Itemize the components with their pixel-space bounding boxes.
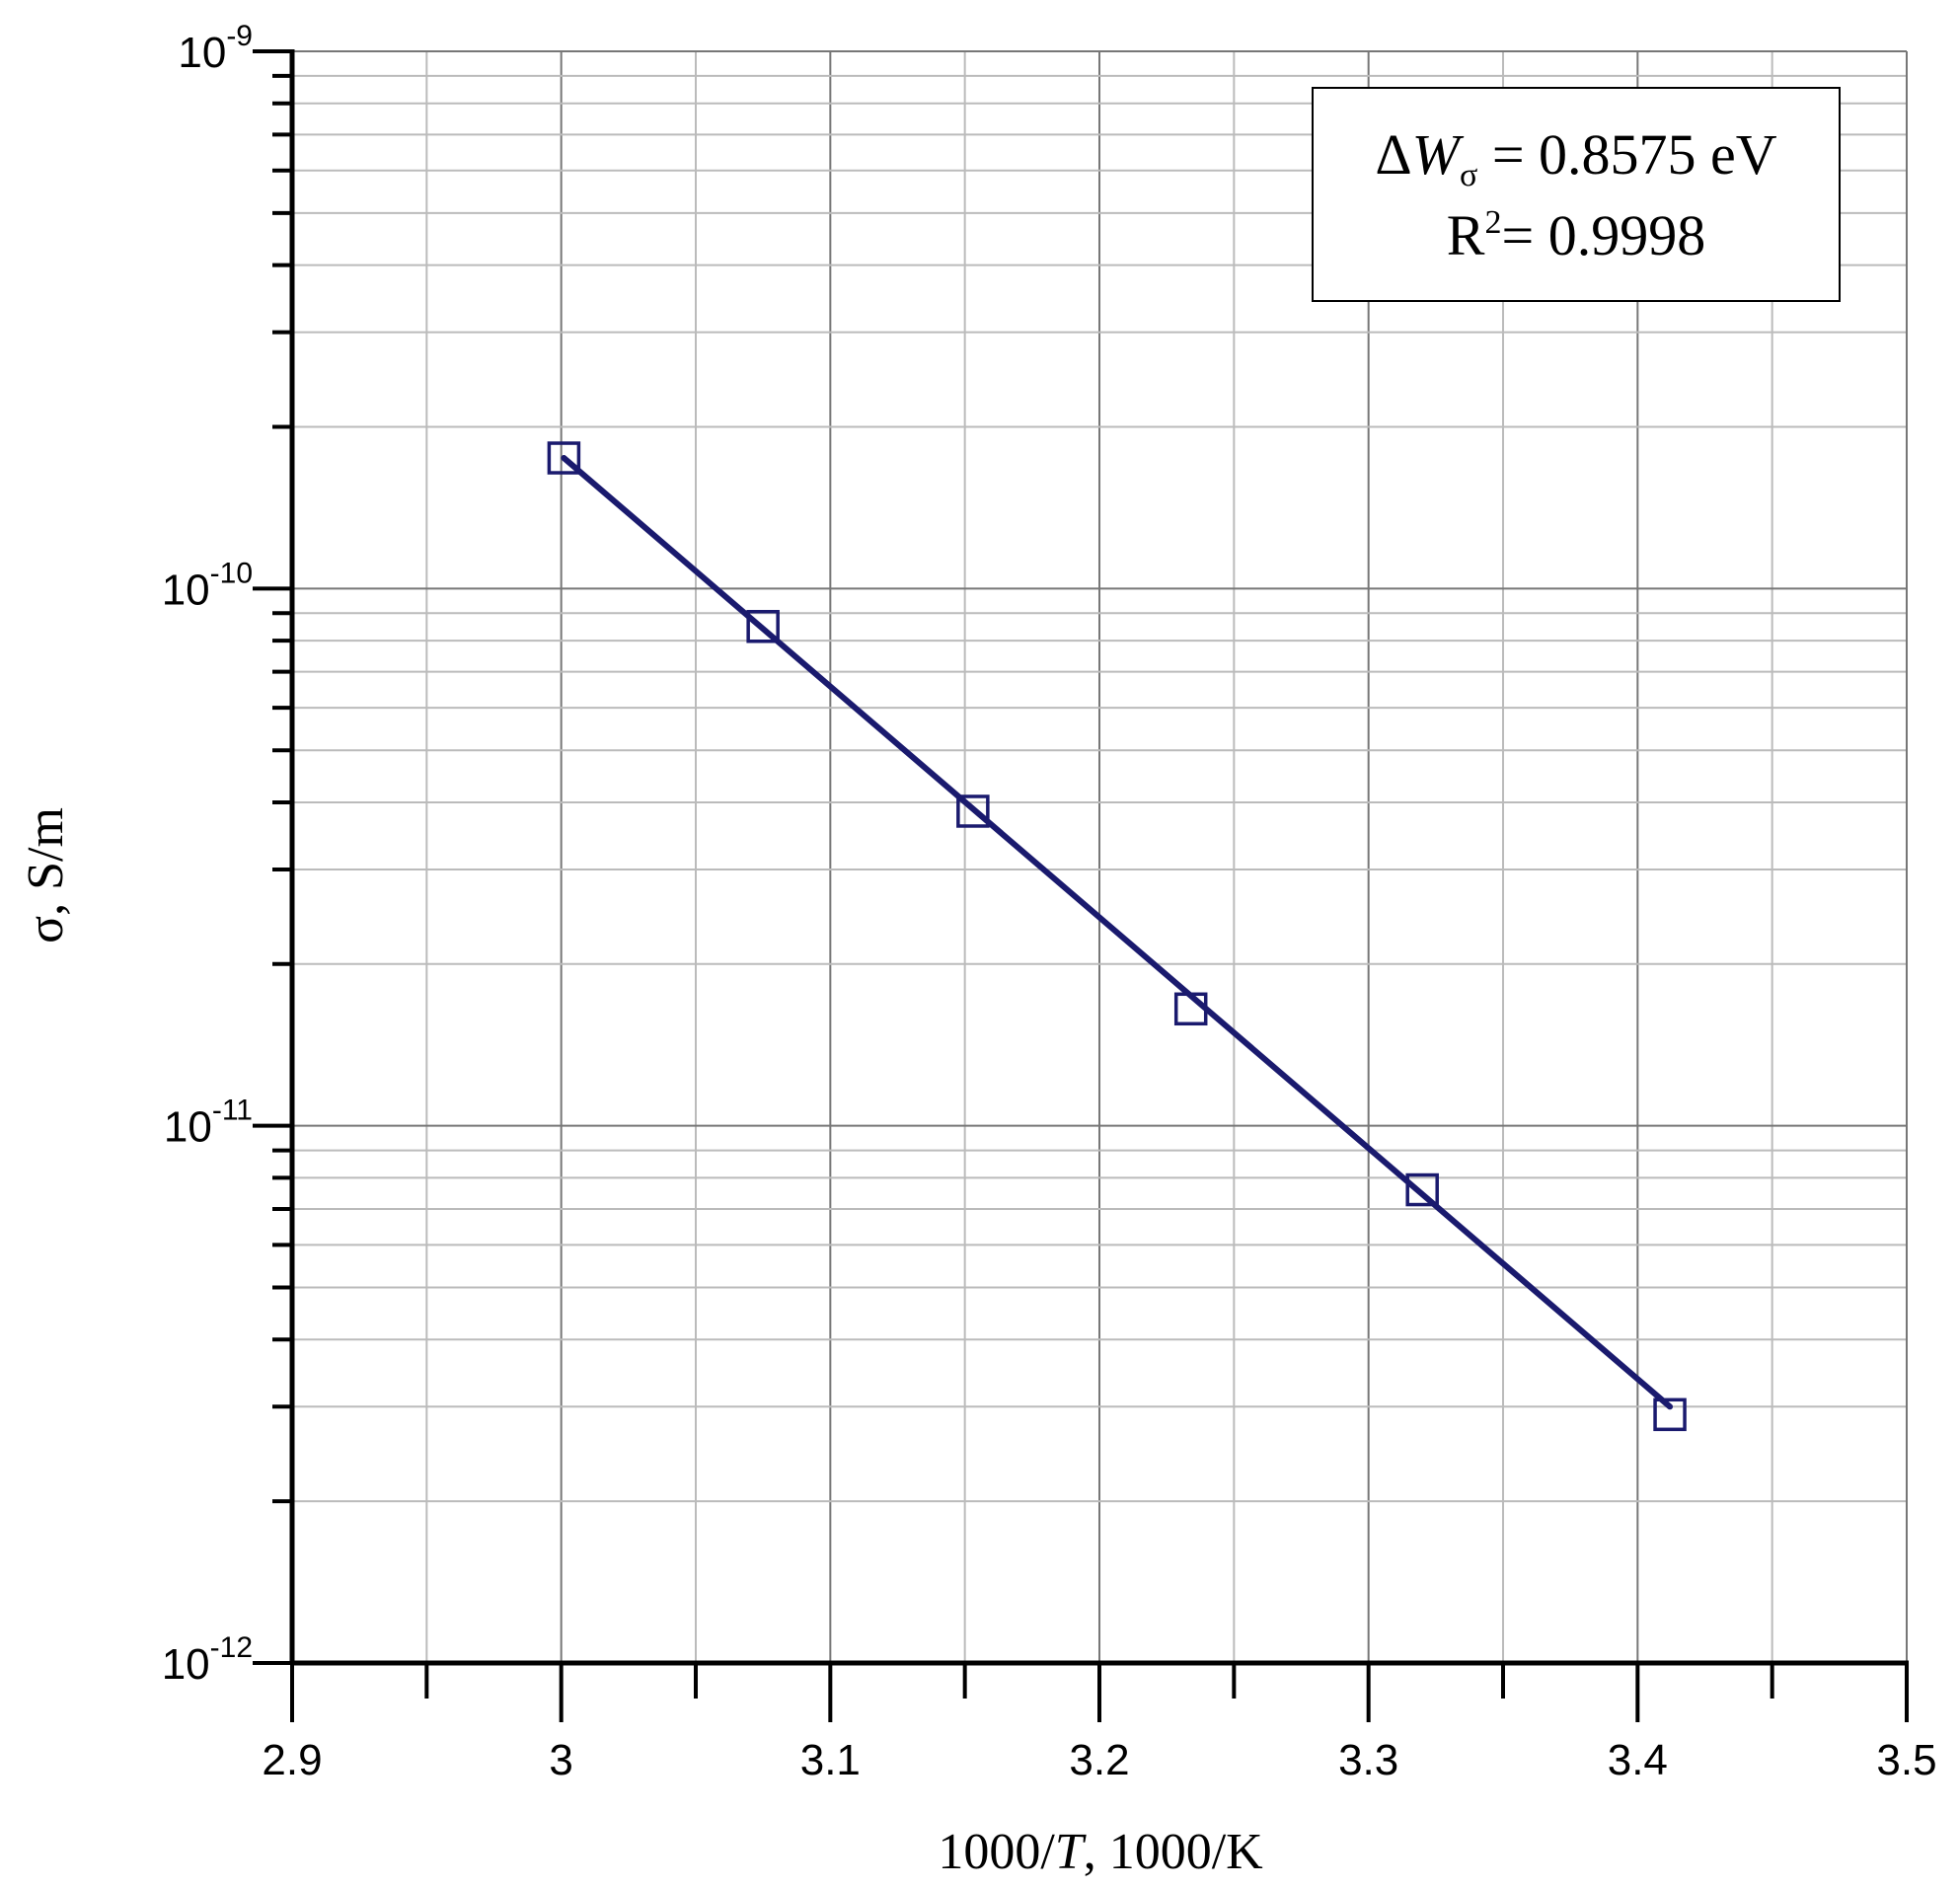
x-tick-label: 3.2 xyxy=(1069,1736,1129,1784)
y-tick-label: 10-10 xyxy=(162,557,253,614)
y-tick-label: 10-12 xyxy=(162,1631,253,1689)
y-tick-label: 10-9 xyxy=(178,20,253,77)
data-point-marker xyxy=(1173,992,1208,1026)
x-tick-label: 3.5 xyxy=(1876,1736,1936,1784)
activation-energy-label: ΔWσ = 0.8575 eV xyxy=(1375,122,1776,193)
annotation-box: ΔWσ = 0.8575 eV R2= 0.9998 xyxy=(1312,87,1841,302)
y-axis-title: σ, S/m xyxy=(18,807,74,944)
x-tick-label: 2.9 xyxy=(262,1736,322,1784)
x-axis-title: 1000/T, 1000/K xyxy=(938,1824,1263,1880)
data-point-marker xyxy=(547,441,581,475)
y-tick-label: 10-11 xyxy=(164,1095,253,1152)
axes xyxy=(253,49,1909,1722)
tick-labels: 2.9 3 3.1 3.2 3.3 3.4 3.5 10-9 10-10 10-11 10-12 xyxy=(162,20,1937,1784)
annotation-frame xyxy=(1312,87,1841,302)
r-squared-label: R2= 0.9998 xyxy=(1447,203,1705,267)
data-point-marker xyxy=(956,794,990,828)
data-point-marker xyxy=(746,610,780,643)
data-point-marker xyxy=(1405,1172,1439,1207)
x-tick-label: 3.1 xyxy=(800,1736,861,1784)
data-series xyxy=(547,441,1687,1432)
x-tick-label: 3.4 xyxy=(1608,1736,1668,1784)
data-point-marker xyxy=(1653,1398,1687,1432)
x-tick-label: 3.3 xyxy=(1338,1736,1398,1784)
x-tick-label: 3 xyxy=(549,1736,572,1784)
